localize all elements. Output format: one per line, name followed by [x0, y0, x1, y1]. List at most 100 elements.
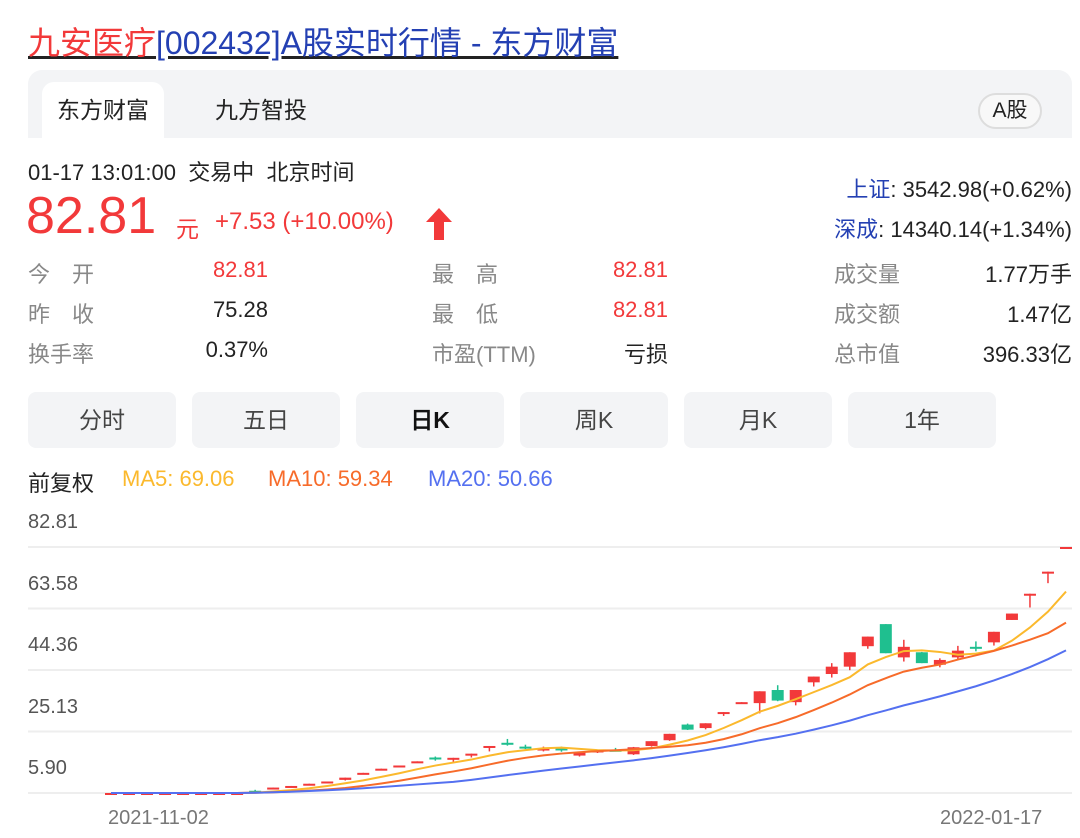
- candle-body: [1060, 547, 1072, 549]
- period-tab[interactable]: 月K: [684, 392, 832, 448]
- stat-value: 0.37%: [205, 337, 268, 362]
- y-tick-label: 44.36: [28, 634, 79, 656]
- candle: [933, 658, 946, 668]
- candle-body: [699, 723, 712, 729]
- candle: [483, 745, 496, 752]
- candle-body: [681, 724, 694, 730]
- candle: [969, 641, 982, 652]
- candle-body: [645, 741, 658, 746]
- candle-body: [303, 783, 316, 786]
- candle: [753, 691, 766, 714]
- candle-body: [771, 690, 784, 701]
- ma10-legend: MA10: 59.34: [268, 466, 393, 491]
- candle: [339, 777, 352, 781]
- candle-body: [429, 757, 442, 760]
- candle: [735, 702, 748, 705]
- ma20-legend: MA20: 50.66: [428, 466, 553, 491]
- candle: [951, 645, 964, 660]
- y-tick-label: 63.58: [28, 572, 79, 595]
- candle: [663, 733, 676, 741]
- candle: [699, 723, 712, 730]
- candle-body: [447, 757, 460, 760]
- candle: [267, 787, 280, 790]
- market-badge[interactable]: A股: [978, 93, 1042, 129]
- candle-body: [501, 742, 514, 745]
- stat-value: 82.81: [612, 257, 668, 282]
- candle: [303, 783, 316, 786]
- candle-body: [861, 636, 874, 647]
- candle: [861, 636, 874, 649]
- candle: [1023, 593, 1036, 608]
- adjust-label[interactable]: 前复权: [28, 471, 95, 496]
- price-change: +7.53 (+10.00%): [215, 208, 394, 235]
- candle-body: [843, 652, 856, 667]
- candle-body: [267, 787, 280, 790]
- candle-body: [1041, 571, 1054, 574]
- candle-body: [969, 646, 982, 649]
- result-title-link[interactable]: 九安医疗[002432]A股实时行情 - 东方财富: [28, 25, 619, 61]
- stat-label: 今 开: [28, 262, 95, 287]
- up-arrow-icon: [426, 208, 452, 240]
- candle: [411, 761, 424, 764]
- stat-value: 亏损: [623, 342, 668, 367]
- candle-body: [393, 765, 406, 768]
- candle-body: [807, 676, 820, 683]
- stat-label: 总市值: [834, 342, 901, 367]
- candle: [1041, 571, 1054, 584]
- candle: [789, 690, 802, 706]
- price-unit: 元: [176, 216, 199, 242]
- candle: [1005, 613, 1018, 620]
- candle: [285, 785, 298, 788]
- ma10-line: [111, 621, 1067, 794]
- current-price: 82.81: [26, 187, 157, 245]
- candle: [987, 631, 1000, 646]
- candle-body: [933, 659, 946, 665]
- period-tab[interactable]: 1年: [848, 392, 996, 448]
- kline-chart[interactable]: [0, 500, 1080, 805]
- candle-body: [285, 785, 298, 788]
- candle-body: [663, 733, 676, 741]
- candle-body: [1005, 613, 1018, 620]
- stat-value: 396.33亿: [982, 342, 1072, 367]
- stat-value: 1.77万手: [985, 262, 1072, 287]
- tab-eastmoney[interactable]: 东方财富: [42, 82, 164, 138]
- candle-body: [987, 631, 1000, 643]
- candle: [771, 685, 784, 702]
- stat-value: 82.81: [612, 297, 668, 322]
- index-shanghai[interactable]: 上证: 3542.98(+0.62%): [846, 177, 1072, 202]
- x-tick-start: 2021-11-02: [108, 807, 209, 829]
- period-tab[interactable]: 周K: [520, 392, 668, 448]
- candle-body: [555, 747, 568, 751]
- candle: [393, 765, 406, 768]
- period-tab[interactable]: 分时: [28, 392, 176, 448]
- candle-body: [789, 690, 802, 703]
- candle: [825, 663, 838, 678]
- candle-body: [537, 748, 550, 751]
- period-tab[interactable]: 日K: [356, 392, 504, 448]
- candle-body: [1023, 593, 1036, 596]
- candle-body: [357, 772, 370, 775]
- stat-label: 最 低: [432, 302, 499, 327]
- period-tab[interactable]: 五日: [192, 392, 340, 448]
- stat-value: 1.47亿: [1007, 302, 1072, 327]
- candle-body: [717, 712, 730, 715]
- candle-body: [321, 781, 334, 784]
- stat-label: 最 高: [432, 262, 499, 287]
- index-shenzhen[interactable]: 深成: 14340.14(+1.34%): [834, 217, 1072, 242]
- ma5-line: [111, 590, 1067, 794]
- candle: [465, 753, 478, 758]
- candle: [807, 676, 820, 687]
- ma5-legend: MA5: 69.06: [122, 466, 235, 491]
- stat-value: 82.81: [212, 257, 268, 282]
- candle-body: [465, 753, 478, 756]
- y-tick-label: 82.81: [28, 511, 79, 533]
- stat-label: 市盈(TTM): [432, 342, 536, 367]
- candle-body: [375, 768, 388, 771]
- stat-label: 换手率: [28, 342, 95, 367]
- candle-body: [483, 745, 496, 748]
- quote-status: 01-17 13:01:00 交易中 北京时间: [28, 160, 355, 185]
- tab-jiufang[interactable]: 九方智投: [215, 97, 307, 123]
- candle: [879, 624, 892, 654]
- candle-body: [735, 702, 748, 705]
- candle-body: [573, 752, 586, 756]
